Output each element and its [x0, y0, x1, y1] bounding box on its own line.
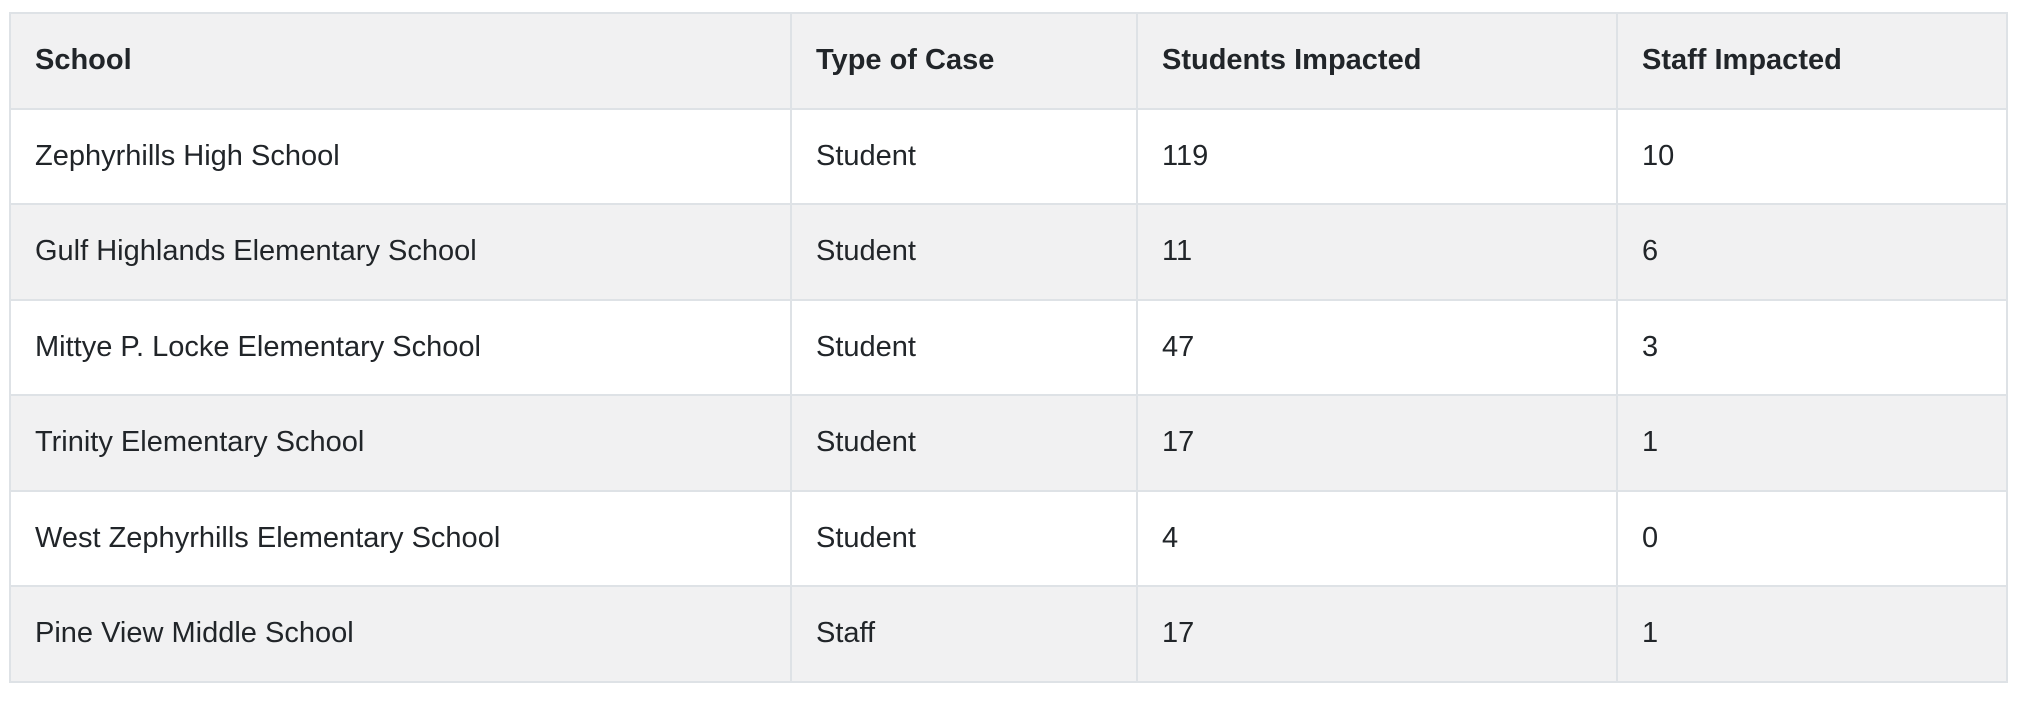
cell-school: West Zephyrhills Elementary School [9, 489, 792, 587]
cell-school: Pine View Middle School [9, 585, 792, 683]
cell-staff: 10 [1616, 107, 2008, 205]
column-header-type-of-case: Type of Case [790, 12, 1138, 110]
cell-staff: 6 [1616, 203, 2008, 301]
column-header-students-impacted: Students Impacted [1136, 12, 1618, 110]
cell-students: 11 [1136, 203, 1618, 301]
cell-students: 4 [1136, 489, 1618, 587]
table-row: West Zephyrhills Elementary School Studen… [9, 489, 2008, 587]
cell-students: 17 [1136, 585, 1618, 683]
cell-school: Mittye P. Locke Elementary School [9, 298, 792, 396]
cell-students: 119 [1136, 107, 1618, 205]
cell-type: Student [790, 489, 1138, 587]
table-header: School Type of Case Students Impacted St… [9, 12, 2008, 110]
cell-students: 47 [1136, 298, 1618, 396]
cell-students: 17 [1136, 394, 1618, 492]
cases-table-container: School Type of Case Students Impacted St… [9, 12, 2008, 683]
school-cases-table: School Type of Case Students Impacted St… [9, 12, 2008, 683]
table-row: Trinity Elementary School Student 17 1 [9, 394, 2008, 492]
table-row: Zephyrhills High School Student 119 10 [9, 107, 2008, 205]
cell-type: Student [790, 298, 1138, 396]
cell-school: Gulf Highlands Elementary School [9, 203, 792, 301]
cell-school: Trinity Elementary School [9, 394, 792, 492]
table-body: Zephyrhills High School Student 119 10 Gulf … [9, 107, 2008, 683]
table-row: Gulf Highlands Elementary School Student 1… [9, 203, 2008, 301]
cell-staff: 1 [1616, 394, 2008, 492]
cell-type: Staff [790, 585, 1138, 683]
column-header-staff-impacted: Staff Impacted [1616, 12, 2008, 110]
column-header-school: School [9, 12, 792, 110]
table-row: Mittye P. Locke Elementary School Student… [9, 298, 2008, 396]
cell-staff: 1 [1616, 585, 2008, 683]
table-row: Pine View Middle School Staff 17 1 [9, 585, 2008, 683]
header-row: School Type of Case Students Impacted St… [9, 12, 2008, 110]
cell-type: Student [790, 203, 1138, 301]
cell-staff: 3 [1616, 298, 2008, 396]
cell-staff: 0 [1616, 489, 2008, 587]
cell-school: Zephyrhills High School [9, 107, 792, 205]
cell-type: Student [790, 107, 1138, 205]
cell-type: Student [790, 394, 1138, 492]
